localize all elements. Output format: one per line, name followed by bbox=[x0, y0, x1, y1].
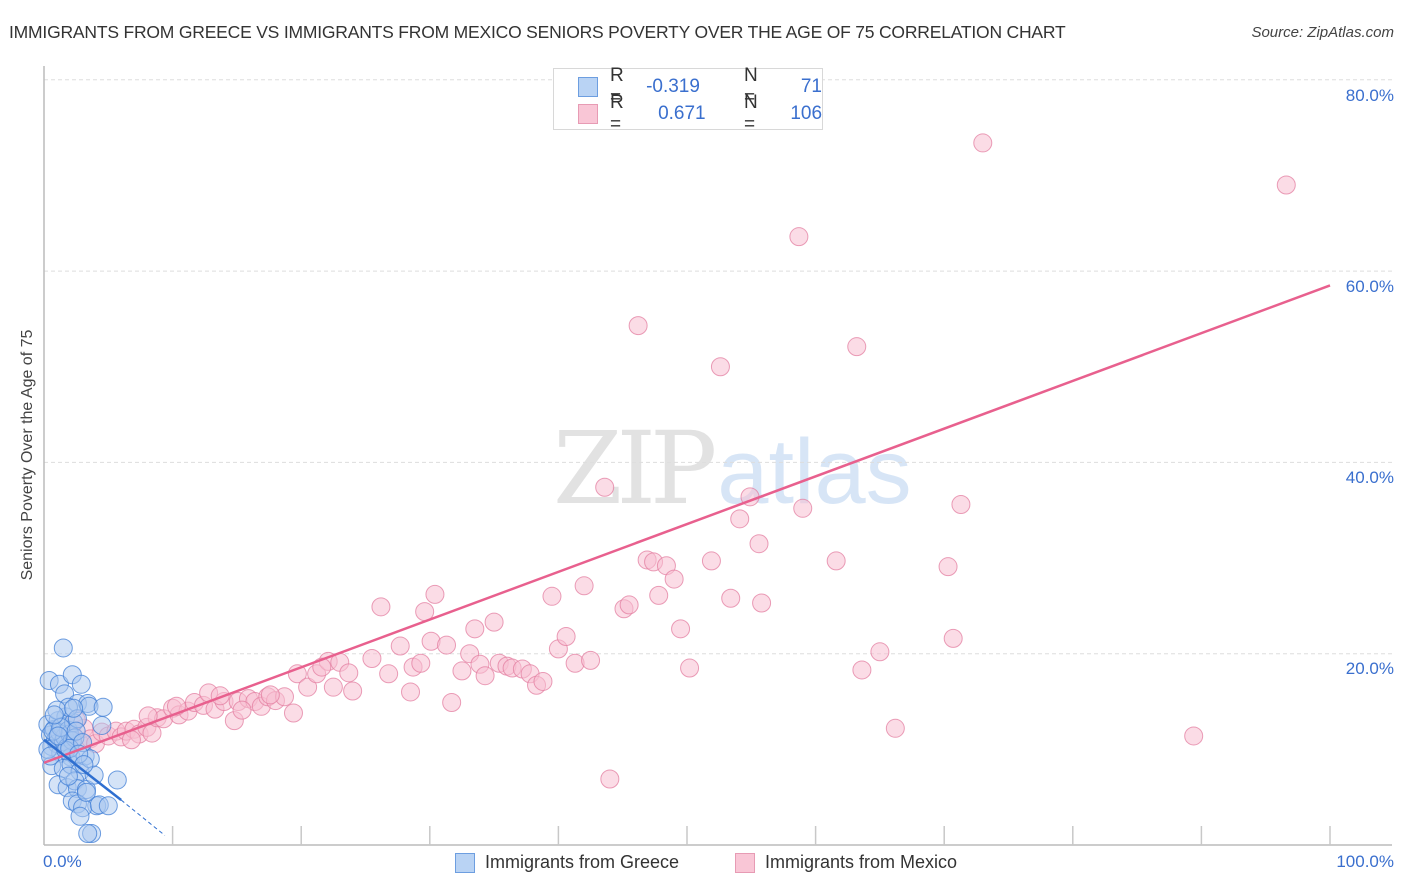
mexico-point bbox=[484, 612, 504, 632]
mexico-point bbox=[339, 663, 359, 683]
y-tick-80: 80.0% bbox=[1345, 86, 1394, 105]
x-tick-min: 0.0% bbox=[43, 852, 82, 871]
mexico-point bbox=[938, 557, 958, 577]
mexico-point bbox=[283, 703, 303, 723]
legend-row-mexico: R = 0.671 N = 106 bbox=[578, 92, 823, 135]
greece-swatch-icon bbox=[578, 77, 598, 97]
r-label: R = bbox=[609, 65, 624, 108]
trend-lines bbox=[43, 284, 1331, 836]
mexico-point bbox=[362, 648, 382, 668]
mexico-point bbox=[442, 692, 462, 712]
mexico-point bbox=[885, 718, 905, 738]
mexico-point bbox=[595, 477, 615, 497]
greece-point bbox=[44, 705, 64, 725]
legend-item-greece[interactable]: Immigrants from Greece bbox=[455, 852, 679, 873]
r-label: R = bbox=[609, 92, 624, 135]
legend-label-mexico: Immigrants from Mexico bbox=[765, 852, 958, 872]
greece-trend-line bbox=[43, 738, 122, 802]
mexico-point bbox=[701, 551, 721, 571]
mexico-point bbox=[323, 677, 343, 697]
mexico-point bbox=[475, 666, 495, 686]
mexico-trend-line bbox=[43, 284, 1331, 764]
mexico-point bbox=[749, 534, 769, 554]
axes bbox=[43, 66, 1392, 846]
mexico-point bbox=[730, 509, 750, 529]
mexico-point bbox=[425, 584, 445, 604]
greece-point bbox=[107, 770, 127, 790]
mexico-point bbox=[390, 636, 410, 656]
mexico-point bbox=[649, 585, 669, 605]
greece-point bbox=[93, 697, 113, 717]
y-tick-40: 40.0% bbox=[1345, 468, 1394, 487]
mexico-point bbox=[789, 227, 809, 247]
mexico-point bbox=[411, 653, 431, 673]
mexico-point bbox=[574, 576, 594, 596]
mexico-point bbox=[826, 551, 846, 571]
y-tick-60: 60.0% bbox=[1345, 277, 1394, 296]
greece-point bbox=[70, 806, 90, 826]
mexico-point bbox=[343, 681, 363, 701]
mexico-point bbox=[619, 595, 639, 615]
mexico-point bbox=[465, 619, 485, 639]
mexico-point bbox=[437, 635, 457, 655]
r-value: -0.319 bbox=[646, 76, 700, 97]
mexico-point bbox=[671, 619, 691, 639]
correlation-legend: R = -0.319 N = 71 R = 0.671 N = 106 bbox=[553, 65, 823, 135]
r-value: 0.671 bbox=[658, 103, 706, 124]
mexico-point bbox=[581, 650, 601, 670]
legend-item-mexico[interactable]: Immigrants from Mexico bbox=[735, 852, 957, 873]
greece-point bbox=[76, 782, 96, 802]
mexico-point bbox=[721, 588, 741, 608]
mexico-point bbox=[793, 498, 813, 518]
source-label: Source: ZipAtlas.com bbox=[1251, 24, 1394, 41]
n-label: N = bbox=[743, 65, 758, 108]
mexico-point bbox=[852, 660, 872, 680]
mexico-point bbox=[298, 677, 318, 697]
mexico-swatch-icon bbox=[735, 852, 755, 873]
greece-trend-extension bbox=[120, 799, 166, 836]
greece-point bbox=[78, 824, 98, 844]
legend-label-greece: Immigrants from Greece bbox=[485, 852, 680, 872]
mexico-point bbox=[556, 626, 576, 646]
mexico-point bbox=[260, 685, 280, 705]
mexico-point bbox=[943, 628, 963, 648]
chart-title: IMMIGRANTS FROM GREECE VS IMMIGRANTS FRO… bbox=[9, 22, 1066, 42]
mexico-point bbox=[710, 357, 730, 377]
n-value: 106 bbox=[790, 103, 823, 124]
y-tick-20: 20.0% bbox=[1345, 659, 1394, 678]
greece-point bbox=[64, 698, 84, 718]
n-value: 71 bbox=[800, 76, 822, 97]
mexico-point bbox=[1276, 175, 1296, 195]
x-tick-max: 100.0% bbox=[1336, 852, 1394, 871]
mexico-point bbox=[664, 569, 684, 589]
mexico-point bbox=[752, 593, 772, 613]
mexico-point bbox=[951, 494, 971, 514]
mexico-point bbox=[542, 586, 562, 606]
mexico-point bbox=[379, 664, 399, 684]
mexico-point bbox=[847, 337, 867, 357]
legend-row-greece: R = -0.319 N = 71 bbox=[578, 65, 822, 108]
mexico-point bbox=[870, 642, 890, 662]
greece-point bbox=[53, 638, 73, 658]
mexico-point bbox=[565, 653, 585, 673]
greece-swatch-icon bbox=[455, 852, 475, 873]
mexico-point bbox=[533, 671, 553, 691]
mexico-point bbox=[371, 597, 391, 617]
mexico-point bbox=[628, 316, 648, 336]
greece-point bbox=[48, 726, 68, 746]
mexico-swatch-icon bbox=[578, 104, 598, 124]
mexico-point bbox=[973, 133, 993, 153]
greece-point bbox=[71, 674, 91, 694]
mexico-point bbox=[600, 769, 620, 789]
mexico-point bbox=[1184, 726, 1204, 746]
mexico-point bbox=[232, 700, 252, 720]
mexico-point bbox=[401, 682, 421, 702]
greece-point bbox=[98, 796, 118, 816]
greece-point bbox=[58, 766, 78, 786]
n-label: N = bbox=[743, 92, 758, 135]
greece-point bbox=[92, 715, 112, 735]
mexico-point bbox=[452, 661, 472, 681]
mexico-point bbox=[680, 658, 700, 678]
